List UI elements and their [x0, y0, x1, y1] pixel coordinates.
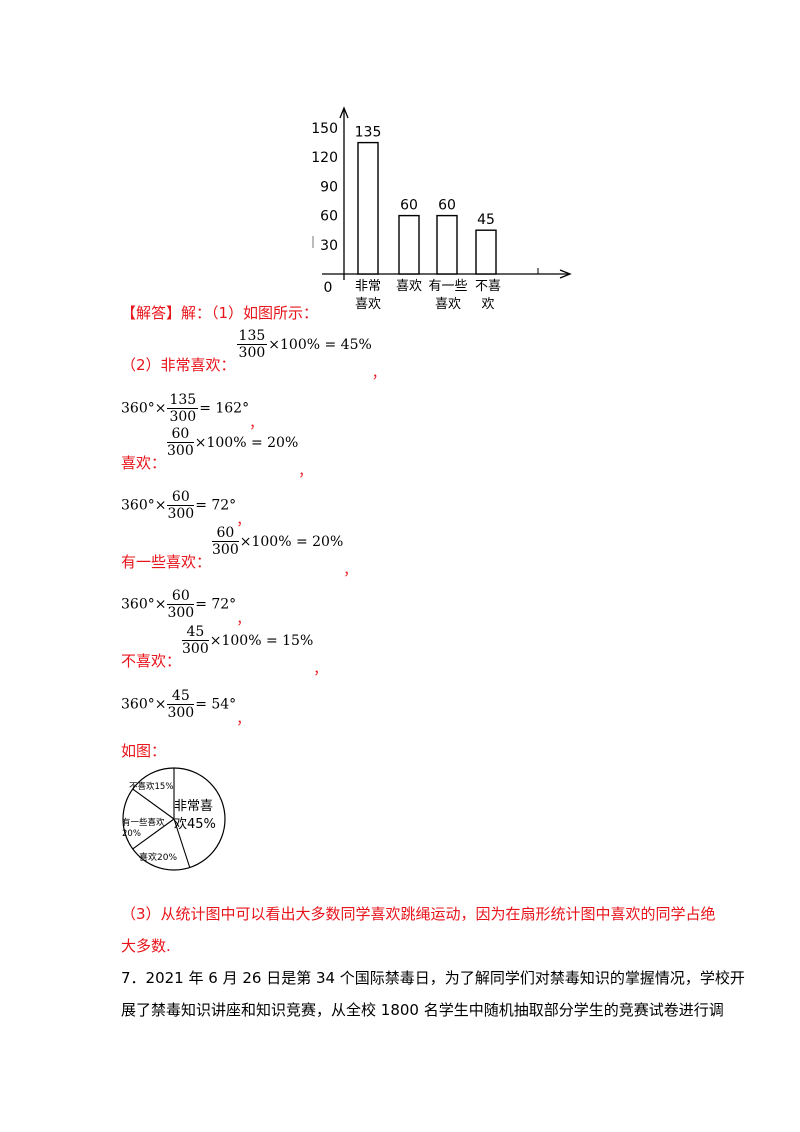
category-label: 喜欢	[396, 279, 422, 294]
fraction-denominator: 300	[238, 345, 266, 361]
calc-comma: ，	[343, 563, 358, 579]
figure-label: 如图：	[121, 742, 167, 760]
calc-comma: ，	[371, 366, 386, 382]
pie-label-somewhat-2: 20%	[122, 829, 141, 839]
conclusion-line-2: 大多数.	[121, 937, 171, 955]
fraction: 60 300	[167, 489, 195, 522]
calc-result: = 72°	[195, 596, 237, 613]
y-tick-label: 90	[320, 179, 338, 195]
fraction: 60 300	[167, 588, 195, 621]
calc-comma: ，	[236, 612, 251, 628]
calc-result: ×100% = 15%	[209, 632, 314, 649]
bar-data-label: 135	[355, 125, 382, 141]
fraction-numerator: 135	[236, 328, 268, 345]
calc-result: ×100% = 20%	[194, 434, 299, 451]
pie-slice-divider	[173, 818, 191, 868]
pie-label-somewhat-1: 有一些喜欢	[122, 817, 165, 828]
pie-label-like: 喜欢20%	[139, 851, 177, 863]
fraction: 135 300	[167, 392, 199, 425]
calc-line: 喜欢： 60 300 ×100% = 20% ，	[121, 426, 312, 480]
conclusion-line-1: （3）从统计图中可以看出大多数同学喜欢跳绳运动，因为在扇形统计图中喜欢的同学占绝	[121, 905, 716, 923]
calc-line: 360°× 60 300 = 72°，	[121, 588, 250, 628]
category-label: 非常	[355, 279, 381, 294]
pie-label-very-like-2: 欢45%	[174, 817, 216, 832]
pie-label-very-like-1: 非常喜	[174, 799, 213, 814]
pie-slice-divider	[132, 788, 175, 820]
fraction-numerator: 60	[212, 525, 239, 542]
calc-line: 360°× 135 300 = 162°，	[121, 392, 263, 432]
bar	[398, 214, 420, 275]
fraction: 135 300	[236, 328, 268, 361]
fraction-numerator: 60	[167, 426, 194, 443]
calc-result: ×100% = 20%	[239, 533, 344, 550]
fraction-denominator: 300	[167, 506, 195, 522]
calc-result: = 162°	[199, 400, 250, 417]
calc-prefix: 360°×	[121, 400, 167, 417]
calc-line: 360°× 60 300 = 72°，	[121, 489, 250, 529]
bar-data-label: 45	[477, 212, 495, 228]
calc-label: 有一些喜欢：	[121, 553, 212, 571]
calc-result: = 72°	[195, 497, 237, 514]
fraction-numerator: 135	[167, 392, 199, 409]
calc-line: 不喜欢： 45 300 ×100% = 15% ，	[121, 624, 327, 678]
fraction: 60 300	[167, 426, 194, 459]
category-label: 喜欢	[435, 297, 461, 312]
calc-result: ×100% = 45%	[268, 336, 372, 353]
fraction-numerator: 60	[167, 588, 195, 605]
pie-label-dislike: 不喜欢15%	[129, 781, 173, 792]
calc-prefix: 360°×	[121, 696, 167, 713]
fraction-denominator: 300	[167, 705, 195, 721]
calc-label: 喜欢：	[121, 454, 167, 472]
fraction-denominator: 300	[169, 409, 197, 425]
origin-label: 0	[324, 280, 333, 296]
fraction-numerator: 45	[167, 688, 195, 705]
bar	[357, 141, 379, 275]
question-7-line-1: 7．2021 年 6 月 26 日是第 34 个国际禁毒日，为了解同学们对禁毒知…	[121, 969, 745, 987]
pie-slice-divider	[132, 818, 175, 850]
calc-line: 有一些喜欢： 60 300 ×100% = 20% ，	[121, 525, 357, 579]
calc-comma: ，	[313, 662, 328, 678]
bar	[475, 229, 497, 275]
fraction-numerator: 60	[167, 489, 195, 506]
y-tick-label: 60	[320, 209, 338, 225]
fraction-denominator: 300	[182, 641, 209, 657]
category-label: 有一些	[428, 279, 467, 294]
y-tick-label: 30	[320, 238, 338, 254]
fraction-denominator: 300	[167, 443, 194, 459]
calc-comma: ，	[298, 464, 313, 480]
category-label: 不喜	[475, 279, 501, 294]
question-7-line-2: 展了禁毒知识讲座和知识竞赛，从全校 1800 名学生中随机抽取部分学生的竞赛试卷…	[121, 1001, 724, 1019]
bar-data-label: 60	[400, 198, 418, 214]
fraction-denominator: 300	[212, 542, 239, 558]
calc-prefix: 360°×	[121, 596, 167, 613]
fraction: 45 300	[167, 688, 195, 721]
x-axis-arrow	[559, 269, 572, 279]
calc-comma: ，	[249, 416, 264, 432]
category-label: 欢	[481, 297, 494, 312]
calc-prefix: 360°×	[121, 497, 167, 514]
calc-comma: ，	[236, 513, 251, 529]
y-tick-label: 120	[311, 150, 338, 166]
answer-intro-text: 解：（1）如图所示：	[181, 304, 319, 322]
fraction: 60 300	[212, 525, 239, 558]
category-label: 喜欢	[355, 297, 381, 312]
fraction-denominator: 300	[167, 605, 195, 621]
calc-comma: ，	[236, 712, 251, 728]
calc-line: 360°× 45 300 = 54°，	[121, 688, 250, 728]
calc-label: 不喜欢：	[121, 652, 182, 670]
fraction: 45 300	[182, 624, 209, 657]
bar	[436, 214, 458, 275]
fraction-numerator: 45	[182, 624, 209, 641]
calc-label: （2）非常喜欢：	[121, 356, 236, 374]
y-tick-label: 150	[311, 121, 338, 137]
calc-line: （2）非常喜欢： 135 300 ×100% = 45% ，	[121, 328, 386, 382]
pie-chart: 非常喜 欢45% 喜欢20% 有一些喜欢 20% 不喜欢15%	[122, 767, 226, 871]
y-axis-arrow	[339, 106, 349, 119]
bar-data-label: 60	[438, 198, 456, 214]
calc-result: = 54°	[195, 696, 237, 713]
answer-intro: 【解答】解：（1）如图所示：	[121, 302, 318, 323]
answer-label: 【解答】	[121, 304, 182, 322]
